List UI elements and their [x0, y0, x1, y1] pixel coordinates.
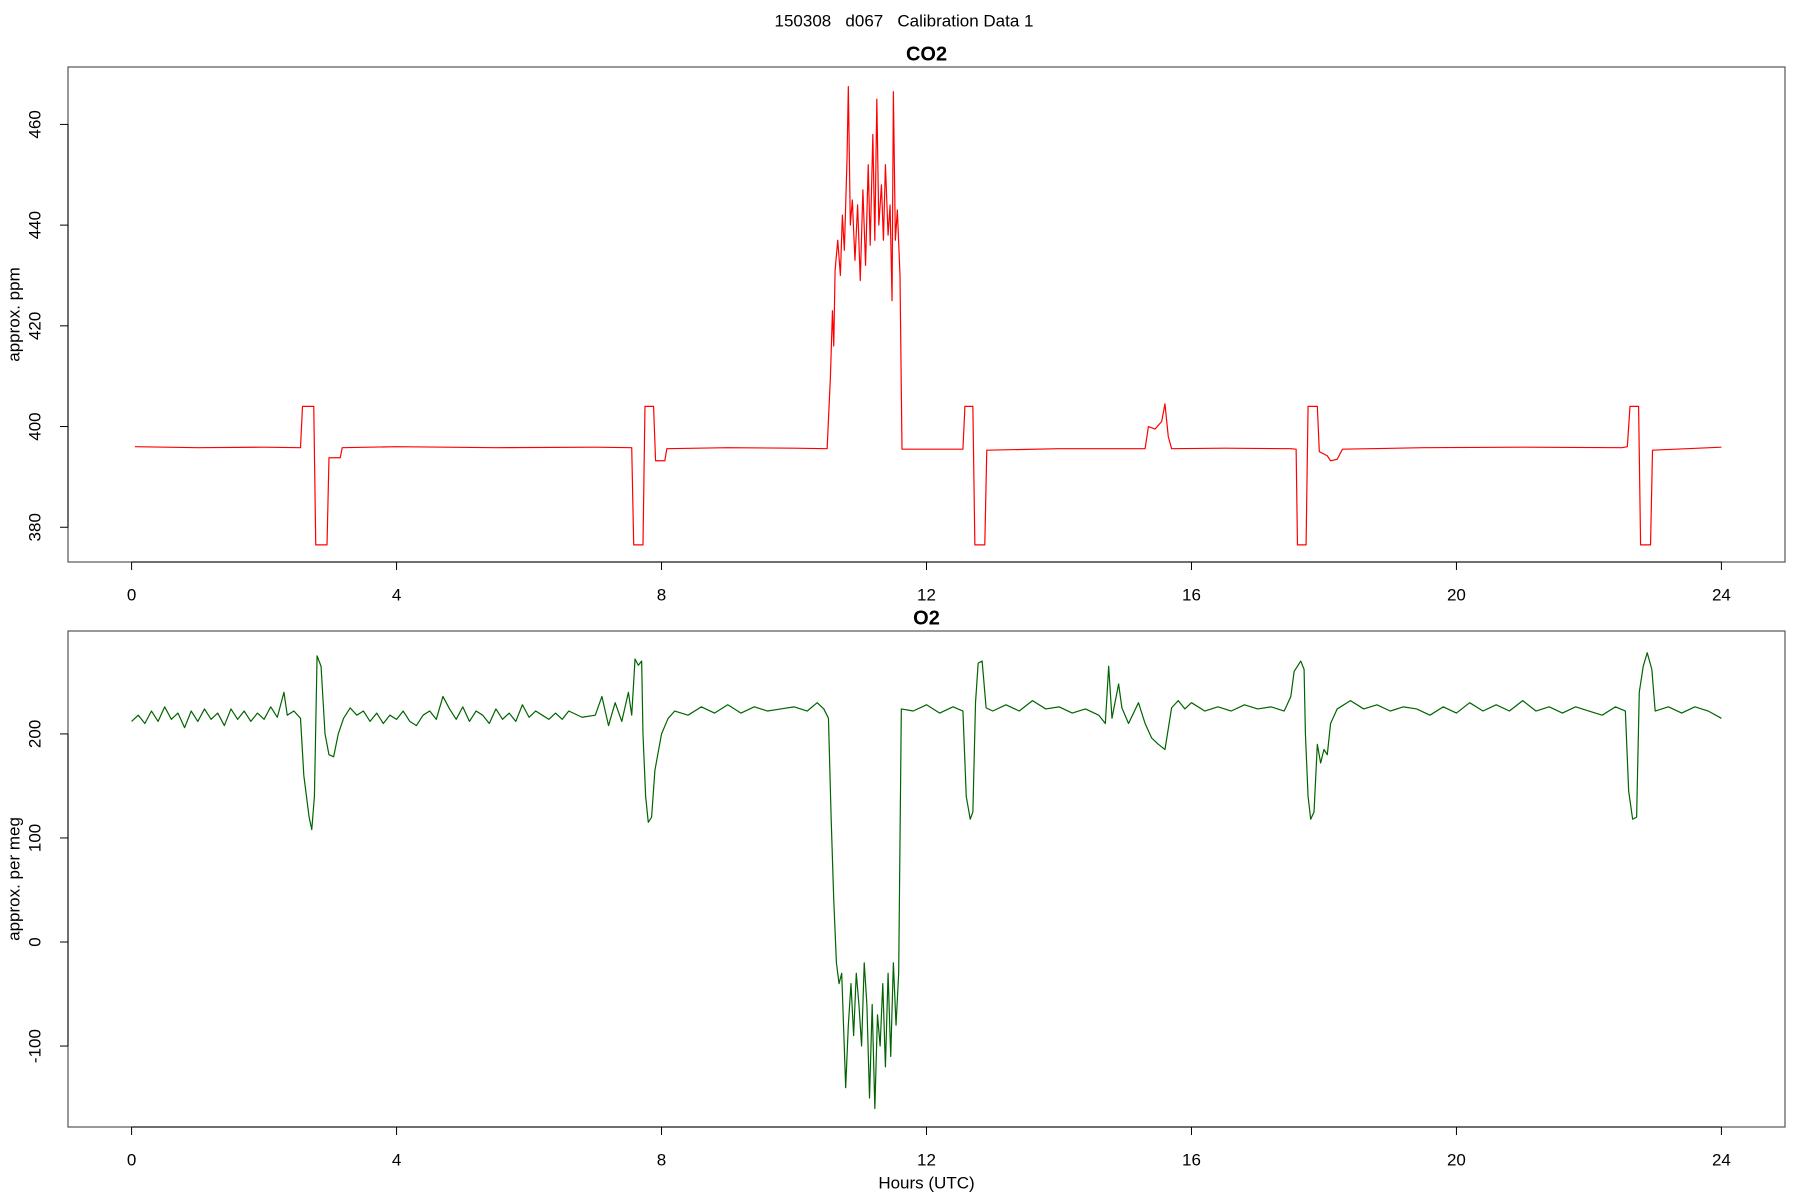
plot-frame: [67, 66, 1786, 563]
x-tick-label: 20: [1447, 1150, 1466, 1169]
y-tick-label: 400: [25, 412, 44, 440]
y-tick-label: 100: [25, 824, 44, 852]
panel-title: O2: [913, 607, 940, 629]
data-line: [134, 86, 1722, 546]
x-tick-label: 4: [392, 585, 401, 604]
x-tick-label: 4: [392, 1150, 401, 1169]
figure-title: 150308 d067 Calibration Data 1: [775, 11, 1034, 30]
x-tick-label: 0: [127, 1150, 136, 1169]
y-tick-label: 0: [25, 937, 44, 946]
x-tick-label: 12: [917, 585, 936, 604]
y-tick-label: 420: [25, 312, 44, 340]
y-tick-label: 200: [25, 720, 44, 748]
x-tick-label: 16: [1182, 1150, 1201, 1169]
x-tick-label: 16: [1182, 585, 1201, 604]
y-axis-label: approx. ppm: [4, 267, 23, 362]
x-tick-label: 24: [1712, 1150, 1731, 1169]
x-tick-label: 12: [917, 1150, 936, 1169]
panel-title: CO2: [906, 43, 947, 65]
y-axis-label: approx. per meg: [4, 817, 23, 941]
y-tick-label: 460: [25, 110, 44, 138]
x-tick-label: 0: [127, 585, 136, 604]
x-tick-label: 8: [657, 585, 666, 604]
y-tick-label: 380: [25, 513, 44, 541]
y-tick-label: 440: [25, 211, 44, 239]
x-tick-label: 8: [657, 1150, 666, 1169]
x-tick-label: 20: [1447, 585, 1466, 604]
y-tick-label: -100: [25, 1029, 44, 1063]
data-line: [131, 652, 1722, 1110]
x-axis-label: Hours (UTC): [878, 1173, 974, 1192]
x-tick-label: 24: [1712, 585, 1731, 604]
